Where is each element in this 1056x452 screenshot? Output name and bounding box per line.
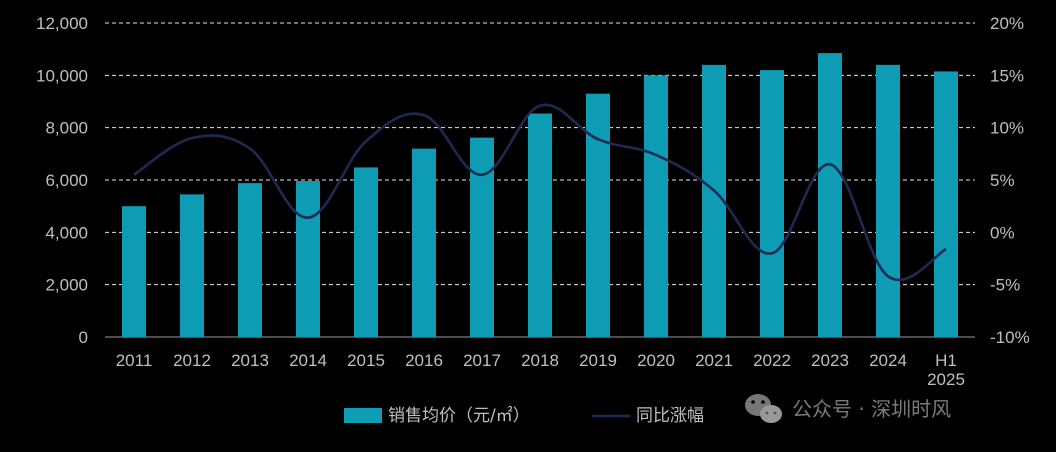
- right-tick-label: 10%: [990, 119, 1024, 138]
- right-tick-label: 15%: [990, 66, 1024, 85]
- bar: [760, 70, 784, 337]
- x-tick-label: 2020: [637, 351, 675, 370]
- bar: [354, 167, 378, 337]
- x-tick-label: 2022: [753, 351, 791, 370]
- legend: 销售均价（元/㎡） 同比涨幅: [344, 406, 704, 426]
- right-tick-label: 0%: [990, 223, 1015, 242]
- bar: [122, 206, 146, 337]
- right-tick-label: -10%: [990, 328, 1030, 347]
- x-tick-label: 2015: [347, 351, 385, 370]
- bar: [180, 194, 204, 337]
- x-tick-label: 2018: [521, 351, 559, 370]
- left-tick-label: 2,000: [45, 276, 88, 295]
- right-tick-label: 20%: [990, 14, 1024, 33]
- left-tick-label: 10,000: [36, 66, 88, 85]
- x-tick-label: 2014: [289, 351, 327, 370]
- x-tick-label: 2011: [116, 351, 153, 370]
- x-tick-label: 2012: [173, 351, 211, 370]
- bar: [528, 113, 552, 337]
- x-tick-label: 2016: [405, 351, 443, 370]
- bar: [934, 71, 958, 338]
- left-tick-label: 4,000: [45, 223, 88, 242]
- x-tick-label: H1 2025: [927, 351, 965, 389]
- x-tick-label: 2021: [695, 351, 733, 370]
- bar: [296, 181, 320, 337]
- bar: [818, 53, 842, 337]
- left-tick-label: 8,000: [45, 119, 88, 138]
- bar: [586, 93, 610, 338]
- left-axis: 0 2,000 4,000 6,000 8,000 10,000 12,000: [36, 14, 88, 347]
- bar-series: [122, 53, 958, 338]
- x-axis: 2011 2012 2013 2014 2015 2016 2017 2018 2019 2020…: [116, 351, 965, 389]
- x-tick-label: 2024: [869, 351, 907, 370]
- legend-bar-swatch: [344, 408, 382, 423]
- left-tick-label: 12,000: [36, 14, 88, 33]
- legend-line-label: 同比涨幅: [636, 406, 704, 426]
- bar: [876, 64, 900, 337]
- right-axis: -10% -5% 0% 5% 10% 15% 20%: [990, 14, 1030, 347]
- x-tick-label: 2017: [463, 351, 501, 370]
- legend-bar-label: 销售均价（元/㎡）: [388, 406, 530, 426]
- bar: [412, 148, 436, 337]
- left-tick-label: 6,000: [45, 171, 88, 190]
- watermark-text: 公众号 · 深圳时风: [792, 397, 951, 421]
- left-tick-label: 0: [79, 328, 88, 347]
- right-tick-label: 5%: [990, 171, 1015, 190]
- x-tick-label: 2023: [811, 351, 849, 370]
- watermark: 公众号 · 深圳时风: [745, 394, 951, 423]
- bar: [470, 137, 494, 337]
- line-series: [133, 103, 947, 282]
- x-tick-label: 2019: [579, 351, 617, 370]
- yoy-line: [133, 103, 947, 282]
- right-tick-label: -5%: [990, 276, 1020, 295]
- wechat-icon: [745, 394, 782, 423]
- x-tick-label: 2013: [231, 351, 269, 370]
- bar: [238, 183, 262, 337]
- bar: [644, 75, 668, 337]
